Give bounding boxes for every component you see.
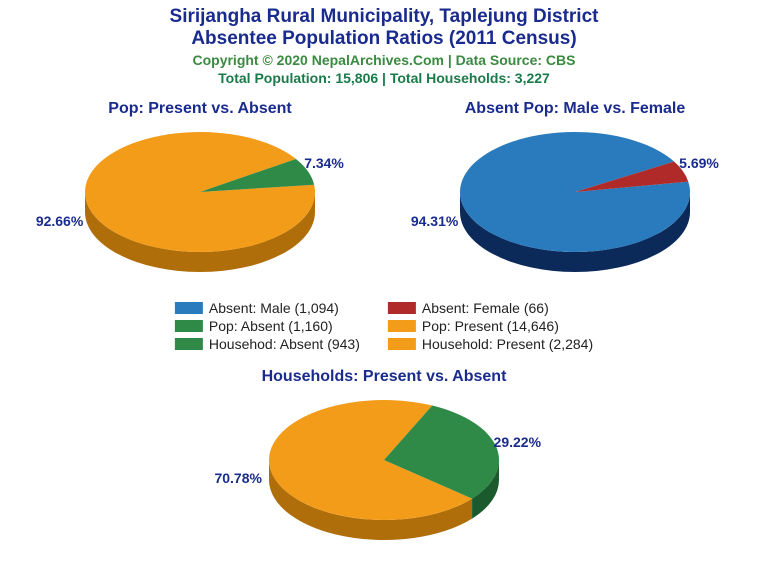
pie-pct-label: 5.69% <box>679 155 719 171</box>
legend-item: Pop: Absent (1,160) <box>175 318 360 334</box>
chart2-title: Absent Pop: Male vs. Female <box>395 100 755 118</box>
pie-pct-label: 29.22% <box>494 434 541 450</box>
legend-label: Household: Present (2,284) <box>422 336 593 352</box>
legend-label: Absent: Female (66) <box>422 300 549 316</box>
legend-item: Absent: Male (1,094) <box>175 300 360 316</box>
legend-swatch <box>388 320 416 332</box>
legend-item: Pop: Present (14,646) <box>388 318 593 334</box>
title-line-1: Sirijangha Rural Municipality, Taplejung… <box>0 6 768 28</box>
legend-label: Househod: Absent (943) <box>209 336 360 352</box>
pie-pct-label: 92.66% <box>36 213 83 229</box>
header: Sirijangha Rural Municipality, Taplejung… <box>0 0 768 86</box>
chart-absent-male-female: Absent Pop: Male vs. Female 94.31%5.69% <box>395 100 755 284</box>
legend-swatch <box>175 320 203 332</box>
legend-label: Absent: Male (1,094) <box>209 300 339 316</box>
legend: Absent: Male (1,094) Absent: Female (66) P… <box>175 300 593 352</box>
legend-swatch <box>388 338 416 350</box>
totals-line: Total Population: 15,806 | Total Househo… <box>0 70 768 86</box>
legend-swatch <box>175 338 203 350</box>
chart2-pie: 94.31%5.69% <box>440 124 710 284</box>
chart1-pie: 92.66%7.34% <box>65 124 335 284</box>
chart3-pie: 70.78%29.22% <box>249 392 519 552</box>
legend-item: Absent: Female (66) <box>388 300 593 316</box>
pie-pct-label: 70.78% <box>214 470 261 486</box>
chart-pop-present-absent: Pop: Present vs. Absent 92.66%7.34% <box>20 100 380 284</box>
pie-svg <box>440 124 710 284</box>
legend-item: Household: Present (2,284) <box>388 336 593 352</box>
legend-swatch <box>175 302 203 314</box>
copyright-line: Copyright © 2020 NepalArchives.Com | Dat… <box>0 52 768 68</box>
pie-svg <box>249 392 519 552</box>
legend-label: Pop: Present (14,646) <box>422 318 559 334</box>
legend-item: Househod: Absent (943) <box>175 336 360 352</box>
chart1-title: Pop: Present vs. Absent <box>20 100 380 118</box>
chart-households-present-absent: Households: Present vs. Absent 70.78%29.… <box>204 368 564 552</box>
pie-pct-label: 94.31% <box>411 213 458 229</box>
pie-svg <box>65 124 335 284</box>
title-line-2: Absentee Population Ratios (2011 Census) <box>0 28 768 50</box>
pie-pct-label: 7.34% <box>304 155 344 171</box>
legend-label: Pop: Absent (1,160) <box>209 318 333 334</box>
legend-swatch <box>388 302 416 314</box>
chart3-title: Households: Present vs. Absent <box>204 368 564 386</box>
